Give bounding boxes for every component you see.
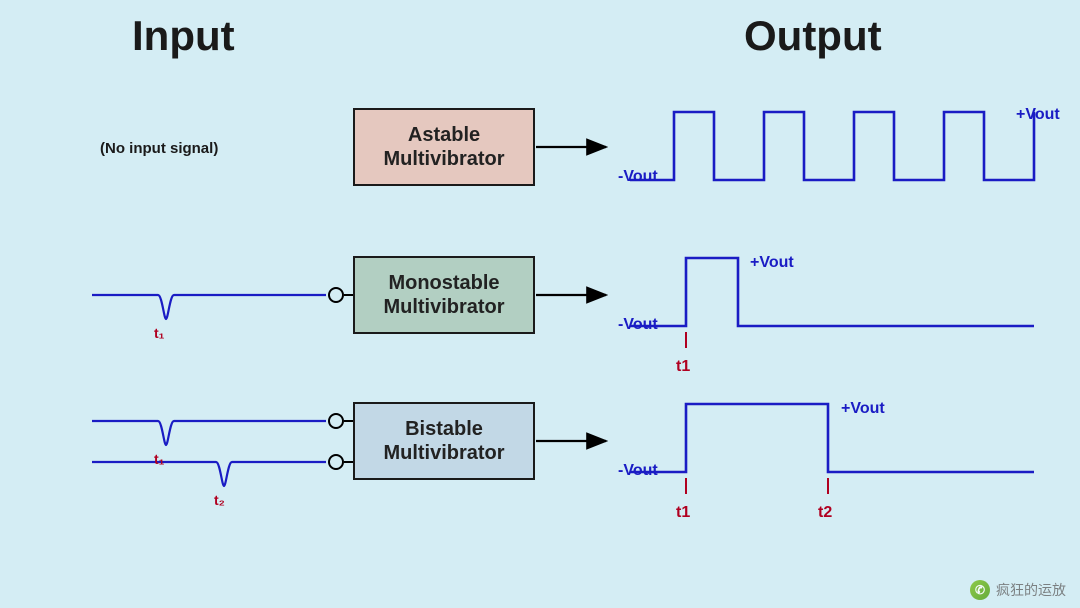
watermark: ✆ 疯狂的运放 — [970, 580, 1066, 600]
watermark-text: 疯狂的运放 — [996, 580, 1066, 600]
wechat-icon: ✆ — [970, 580, 990, 600]
bistable-t1-label: t1 — [676, 504, 690, 522]
input-mono-t1: t₁ — [154, 325, 164, 341]
diagram-svg — [0, 0, 1080, 608]
input-bi2-t2: t₂ — [214, 492, 225, 508]
monostable-t1-label: t1 — [676, 358, 690, 376]
astable-pos-vout: +Vout — [1016, 106, 1060, 124]
astable-neg-vout: -Vout — [618, 168, 658, 186]
monostable-neg-vout: -Vout — [618, 316, 658, 334]
input-bi1-t1: t₁ — [154, 451, 164, 467]
bistable-neg-vout: -Vout — [618, 462, 658, 480]
monostable-pos-vout: +Vout — [750, 254, 794, 272]
bistable-pos-vout: +Vout — [841, 400, 885, 418]
bistable-t2-label: t2 — [818, 504, 832, 522]
